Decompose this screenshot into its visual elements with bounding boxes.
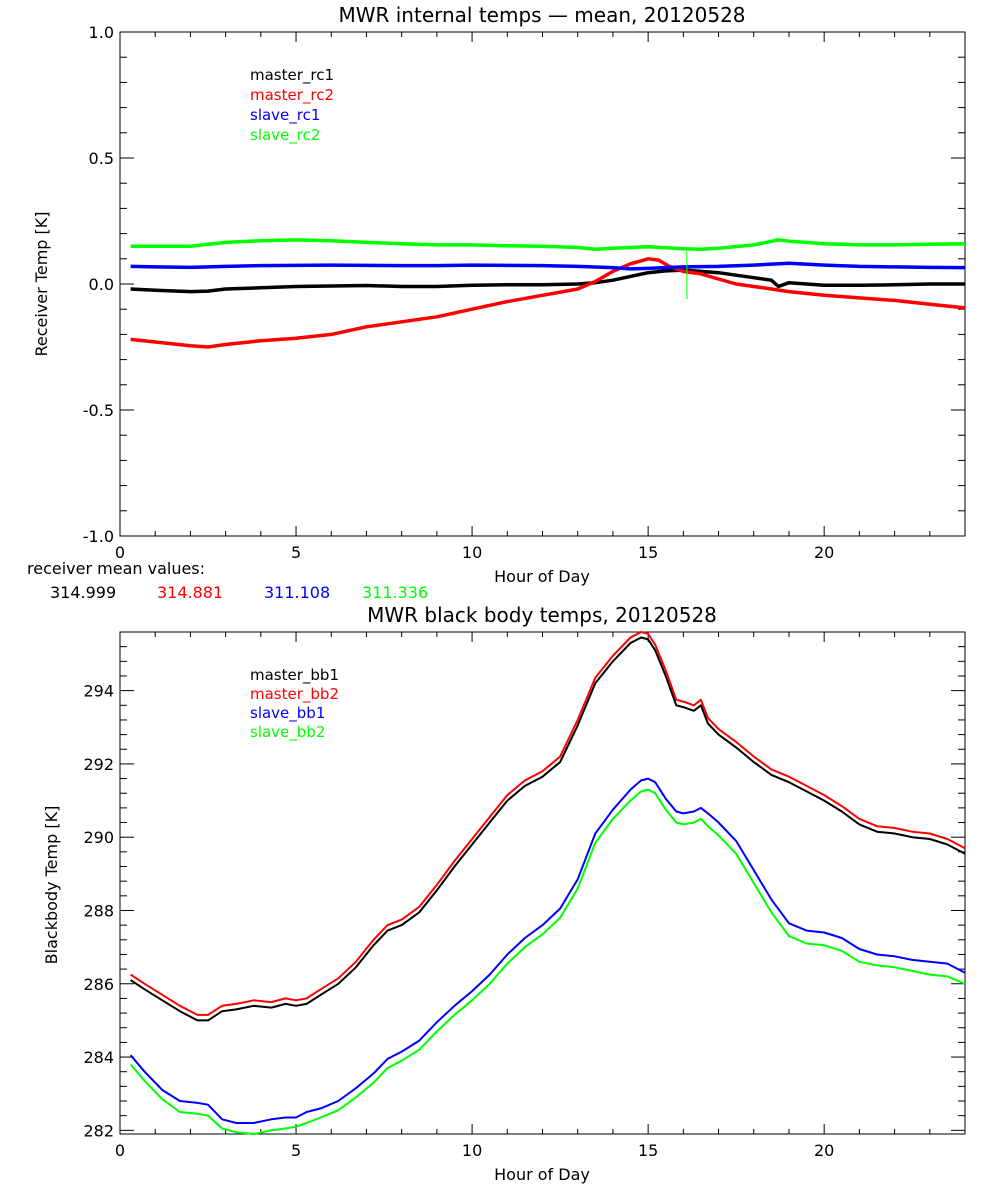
chart-title: MWR internal temps — mean, 20120528 xyxy=(338,3,745,27)
y-tick-label: 0.5 xyxy=(89,149,114,168)
receiver-mean-value: 314.999 xyxy=(50,583,116,602)
legend-entry-master_rc2: master_rc2 xyxy=(250,86,334,105)
series-line-slave_bb2 xyxy=(129,788,966,1135)
x-tick-label: 15 xyxy=(638,543,658,562)
x-axis-label: Hour of Day xyxy=(494,567,590,586)
y-tick-label: 1.0 xyxy=(89,23,114,42)
series-line-master_rc2 xyxy=(130,257,966,349)
x-tick-label: 15 xyxy=(638,1141,658,1160)
legend-entry-master_bb2: master_bb2 xyxy=(250,685,339,704)
x-axis-label: Hour of Day xyxy=(494,1165,590,1184)
y-tick-label: -0.5 xyxy=(83,401,114,420)
legend-entry-slave_rc1: slave_rc1 xyxy=(250,106,320,125)
y-tick-label: 284 xyxy=(83,1048,114,1067)
legend-entry-slave_rc2: slave_rc2 xyxy=(250,126,320,145)
y-tick-label: 286 xyxy=(83,975,114,994)
y-tick-label: 282 xyxy=(83,1121,114,1140)
y-tick-label: -1.0 xyxy=(83,527,114,546)
y-tick-label: 290 xyxy=(83,828,114,847)
x-tick-label: 0 xyxy=(115,1141,125,1160)
legend-entry-slave_bb2: slave_bb2 xyxy=(250,723,325,742)
legend-entry-master_bb1: master_bb1 xyxy=(250,666,339,685)
receiver-mean-value: 314.881 xyxy=(157,583,223,602)
x-tick-label: 10 xyxy=(462,1141,482,1160)
series-line-master_rc1 xyxy=(130,268,965,294)
x-tick-label: 5 xyxy=(291,543,301,562)
receiver-mean-label: receiver mean values: xyxy=(27,559,205,578)
x-tick-label: 20 xyxy=(814,1141,834,1160)
series-line-slave_rc1 xyxy=(130,261,966,271)
x-tick-label: 5 xyxy=(291,1141,301,1160)
x-tick-label: 0 xyxy=(115,543,125,562)
series-line-master_bb1 xyxy=(130,636,966,1022)
legend-entry-master_rc1: master_rc1 xyxy=(250,66,334,85)
chart-title: MWR black body temps, 20120528 xyxy=(367,603,717,627)
y-tick-label: 294 xyxy=(83,682,114,701)
y-tick-label: 288 xyxy=(83,901,114,920)
y-tick-label: 292 xyxy=(83,755,114,774)
y-axis-label: Blackbody Temp [K] xyxy=(42,806,61,965)
series-line-master_bb2 xyxy=(130,631,966,1016)
legend-entry-slave_bb1: slave_bb1 xyxy=(250,704,325,723)
receiver-temp-chart: MWR internal temps — mean, 20120528 Hour… xyxy=(32,3,966,586)
receiver-mean-value: 311.108 xyxy=(264,583,330,602)
receiver-mean-value: 311.336 xyxy=(362,583,428,602)
y-axis-label: Receiver Temp [K] xyxy=(32,211,51,356)
y-tick-label: 0.0 xyxy=(89,275,114,294)
x-tick-label: 20 xyxy=(814,543,834,562)
plot-frame xyxy=(119,631,966,1135)
series-line-slave_rc2 xyxy=(130,238,966,251)
x-tick-label: 10 xyxy=(462,543,482,562)
receiver-mean-values: receiver mean values: 314.999 314.881 311.… xyxy=(27,559,428,602)
blackbody-temp-chart: MWR black body temps, 20120528 Hour of D… xyxy=(42,603,966,1184)
series-line-slave_bb1 xyxy=(129,777,966,1124)
